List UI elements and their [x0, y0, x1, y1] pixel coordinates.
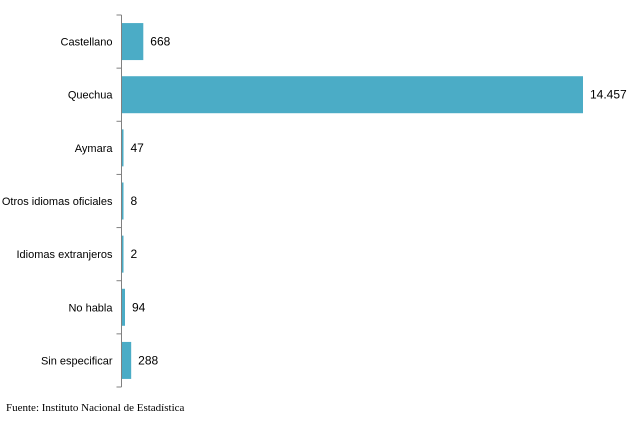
value-label: 14.457	[590, 88, 627, 102]
category-labels: Castellano Quechua Aymara Otros idiomas ofi…	[2, 37, 114, 368]
value-label: 668	[150, 35, 170, 49]
bar	[122, 288, 125, 326]
value-label: 288	[138, 353, 158, 367]
value-labels: 668 14.457 47 8 2 94 288	[131, 35, 628, 368]
bar	[122, 76, 583, 114]
value-label: 47	[131, 141, 145, 155]
bar	[122, 182, 124, 220]
value-label: 2	[131, 247, 138, 261]
bar	[122, 23, 144, 61]
category-label: Otros idiomas oficiales	[2, 196, 113, 208]
value-label: 8	[131, 194, 138, 208]
category-label: Idiomas extranjeros	[17, 249, 113, 261]
category-label: Castellano	[61, 37, 113, 49]
bar	[122, 129, 124, 167]
bar	[122, 235, 124, 273]
category-label: Sin especificar	[41, 355, 113, 367]
category-label: No habla	[68, 302, 113, 314]
source-note: Fuente: Instituto Nacional de Estadístic…	[6, 402, 185, 414]
bars-layer	[122, 23, 583, 379]
bar	[122, 341, 132, 379]
axis-ticks	[116, 14, 122, 388]
value-label: 94	[132, 300, 146, 314]
category-label: Quechua	[68, 90, 114, 102]
category-label: Aymara	[75, 143, 114, 155]
